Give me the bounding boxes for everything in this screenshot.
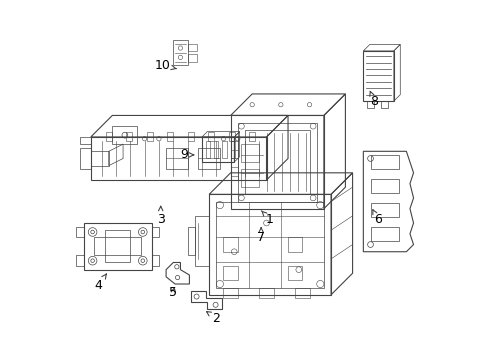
Text: 5: 5 bbox=[169, 287, 177, 300]
Text: 1: 1 bbox=[262, 211, 274, 226]
Text: 9: 9 bbox=[180, 148, 194, 161]
Text: 4: 4 bbox=[94, 274, 106, 292]
Text: 3: 3 bbox=[157, 206, 165, 226]
Text: 10: 10 bbox=[154, 59, 176, 72]
Text: 8: 8 bbox=[370, 91, 378, 108]
Text: 6: 6 bbox=[373, 210, 382, 226]
Text: 2: 2 bbox=[207, 311, 220, 325]
Text: 7: 7 bbox=[257, 228, 265, 244]
